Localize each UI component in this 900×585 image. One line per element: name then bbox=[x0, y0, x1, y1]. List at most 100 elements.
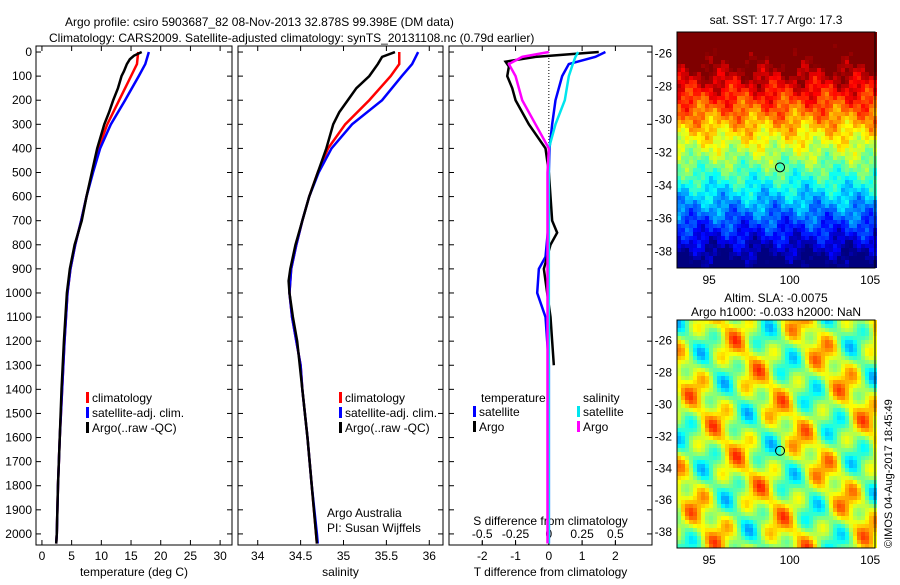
map-cell bbox=[713, 536, 717, 540]
map-cell bbox=[789, 412, 793, 416]
map-cell bbox=[733, 488, 737, 492]
map-cell bbox=[765, 192, 769, 196]
map-cell bbox=[677, 92, 681, 96]
map-cell bbox=[749, 356, 753, 360]
map-cell bbox=[785, 120, 789, 124]
map-cell bbox=[737, 68, 741, 72]
map-cell bbox=[677, 56, 681, 60]
map-cell bbox=[773, 96, 777, 100]
map-cell bbox=[865, 140, 869, 144]
map-cell bbox=[861, 44, 865, 48]
map-cell bbox=[765, 388, 769, 392]
map-cell bbox=[789, 352, 793, 356]
map-cell bbox=[689, 96, 693, 100]
map-cell bbox=[825, 152, 829, 156]
map-cell bbox=[709, 180, 713, 184]
map-cell bbox=[793, 428, 797, 432]
map-cell bbox=[825, 236, 829, 240]
map-cell bbox=[721, 192, 725, 196]
map-cell bbox=[753, 160, 757, 164]
map-cell bbox=[681, 456, 685, 460]
map-cell bbox=[721, 468, 725, 472]
map-cell bbox=[725, 56, 729, 60]
map-cell bbox=[793, 64, 797, 68]
map-cell bbox=[729, 48, 733, 52]
map-cell bbox=[733, 340, 737, 344]
map-cell bbox=[737, 392, 741, 396]
map-cell bbox=[729, 148, 733, 152]
map-cell bbox=[773, 500, 777, 504]
map-cell bbox=[825, 256, 829, 260]
map-cell bbox=[793, 392, 797, 396]
map-cell bbox=[749, 152, 753, 156]
map-cell bbox=[733, 236, 737, 240]
map-cell bbox=[785, 368, 789, 372]
map-cell bbox=[745, 176, 749, 180]
map-cell bbox=[777, 172, 781, 176]
map-cell bbox=[789, 360, 793, 364]
map-cell bbox=[685, 124, 689, 128]
map-cell bbox=[817, 192, 821, 196]
map-cell bbox=[765, 544, 769, 548]
map-cell bbox=[865, 208, 869, 212]
map-cell bbox=[785, 508, 789, 512]
map-cell bbox=[725, 468, 729, 472]
map-cell bbox=[793, 400, 797, 404]
map-cell bbox=[677, 376, 681, 380]
map-cell bbox=[713, 68, 717, 72]
map-cell bbox=[825, 108, 829, 112]
map-cell bbox=[717, 68, 721, 72]
map-cell bbox=[717, 536, 721, 540]
map-cell bbox=[841, 40, 845, 44]
map-cell bbox=[757, 236, 761, 240]
map-cell bbox=[733, 428, 737, 432]
map-cell bbox=[861, 196, 865, 200]
map-cell bbox=[797, 440, 801, 444]
map-cell bbox=[757, 184, 761, 188]
map-cell bbox=[721, 100, 725, 104]
map-cell bbox=[681, 164, 685, 168]
map-cell bbox=[861, 76, 865, 80]
map-cell bbox=[761, 220, 765, 224]
map-cell bbox=[769, 132, 773, 136]
map-cell bbox=[765, 104, 769, 108]
map-cell bbox=[773, 256, 777, 260]
map-cell bbox=[821, 188, 825, 192]
map-cell bbox=[785, 424, 789, 428]
map-cell bbox=[685, 88, 689, 92]
map-cell bbox=[801, 248, 805, 252]
map-cell bbox=[741, 176, 745, 180]
map-cell bbox=[761, 404, 765, 408]
map-cell bbox=[757, 136, 761, 140]
map-cell bbox=[737, 188, 741, 192]
map-cell bbox=[701, 84, 705, 88]
map-cell bbox=[805, 240, 809, 244]
map-cell bbox=[681, 520, 685, 524]
map-cell bbox=[721, 168, 725, 172]
map-cell bbox=[749, 336, 753, 340]
map-cell bbox=[789, 500, 793, 504]
map-cell bbox=[825, 68, 829, 72]
map-cell bbox=[853, 72, 857, 76]
map-cell bbox=[761, 372, 765, 376]
map-cell bbox=[749, 348, 753, 352]
map-cell bbox=[777, 424, 781, 428]
map-cell bbox=[765, 364, 769, 368]
map-cell bbox=[773, 100, 777, 104]
map-cell bbox=[837, 140, 841, 144]
map-cell bbox=[705, 100, 709, 104]
map-cell bbox=[801, 212, 805, 216]
map-cell bbox=[769, 68, 773, 72]
map-cell bbox=[685, 72, 689, 76]
map-cell bbox=[765, 360, 769, 364]
map-cell bbox=[773, 400, 777, 404]
map-cell bbox=[689, 436, 693, 440]
legend-label: satellite-adj. clim. bbox=[345, 406, 437, 420]
map-cell bbox=[753, 460, 757, 464]
map-cell bbox=[861, 236, 865, 240]
map-cell bbox=[697, 344, 701, 348]
map-cell bbox=[789, 528, 793, 532]
map-cell bbox=[705, 132, 709, 136]
map-cell bbox=[713, 100, 717, 104]
map-cell bbox=[709, 188, 713, 192]
